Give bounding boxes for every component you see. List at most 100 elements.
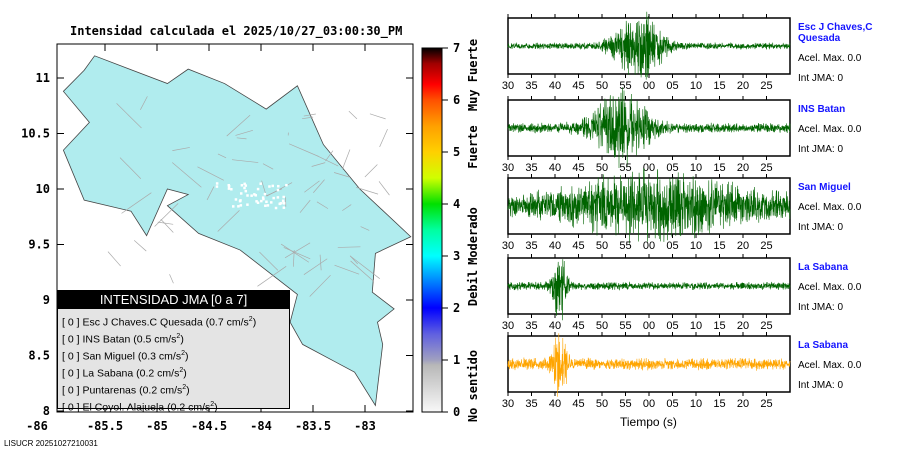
lat-tick-label: 8 [43, 404, 50, 418]
time-tick-label: 45 [572, 320, 584, 332]
time-tick-label: 50 [596, 240, 608, 252]
lat-tick-label: 11 [36, 71, 50, 85]
seismogram-panel: 30 35 40 45 50 55 00 05 10 15 20 25 [502, 254, 791, 332]
seismogram-panel: 30 35 40 45 50 55 00 05 10 15 20 25 [502, 332, 791, 410]
legend-header: INTENSIDAD JMA [0 a 7] [58, 291, 289, 309]
jma-intensity: Int JMA: 0 [798, 380, 844, 391]
lon-tick-label: -86 [26, 419, 48, 433]
time-tick-label: 55 [619, 80, 631, 92]
waveform-trace [507, 11, 791, 80]
lat-tick-label: 9 [43, 293, 50, 307]
legend-intensity: [ 0 ] [62, 401, 80, 414]
time-tick-label: 30 [502, 320, 514, 332]
legend-sup: 2 [181, 350, 185, 357]
legend-item: [ 0 ] San Miguel (0.3 cm/s2) [62, 350, 189, 363]
max-accel: Acel. Max. 0.0 [798, 124, 862, 135]
intensity-legend: INTENSIDAD JMA [0 a 7] [ 0 ] Esc J Chave… [57, 290, 290, 414]
time-tick-label: 15 [713, 80, 725, 92]
intensity-colorbar [421, 47, 443, 413]
lat-tick-label: 9.5 [28, 238, 50, 252]
legend-station: El Coyol. Alajuela [82, 401, 165, 414]
colorbar-tick-label: 6 [453, 93, 460, 107]
time-tick-label: 40 [549, 80, 561, 92]
time-tick-label: 05 [666, 398, 678, 410]
time-tick-label: 10 [690, 240, 702, 252]
time-tick-label: 45 [572, 240, 584, 252]
waveform-trace [507, 333, 791, 397]
time-tick-label: 40 [549, 398, 561, 410]
time-tick-label: 55 [619, 240, 631, 252]
legend-item: [ 0 ] La Sabana (0.2 cm/s2) [62, 367, 187, 380]
time-tick-label: 05 [666, 320, 678, 332]
costa-rica-land [62, 55, 412, 407]
legend-station: Esc J Chaves.C Quesada [82, 316, 203, 329]
max-accel: Acel. Max. 0.0 [798, 282, 862, 293]
legend-accel: (0.2 cm/s [167, 401, 211, 414]
time-tick-label: 05 [666, 162, 678, 174]
colorbar-category-label: Muy Fuerte [466, 39, 480, 111]
waveform-trace [507, 168, 791, 244]
lat-tick-label: 8.5 [28, 349, 50, 363]
time-tick-label: 35 [525, 162, 537, 174]
seismogram-panel: 30 35 40 45 50 55 00 05 10 15 20 25 [502, 168, 791, 252]
time-tick-label: 20 [737, 162, 749, 174]
colorbar-tick-label: 7 [453, 41, 460, 55]
time-tick-label: 20 [737, 398, 749, 410]
time-tick-label: 35 [525, 80, 537, 92]
time-tick-label: 10 [690, 80, 702, 92]
legend-intensity: [ 0 ] [62, 350, 80, 363]
legend-intensity: [ 0 ] [62, 333, 80, 346]
time-tick-label: 55 [619, 398, 631, 410]
lon-tick-label: -84.5 [191, 419, 227, 433]
seismogram-panel: 30 35 40 45 50 55 00 05 10 15 20 25 [502, 87, 791, 174]
lat-tick-label: 10 [36, 182, 50, 196]
station-info: Esc J Chaves,C Quesada Acel. Max. 0.0 Int … [798, 22, 910, 84]
legend-item: [ 0 ] Puntarenas (0.2 cm/s2) [62, 384, 190, 397]
jma-intensity: Int JMA: 0 [798, 222, 844, 233]
time-tick-label: 40 [549, 320, 561, 332]
x-axis-label: Tiempo (s) [620, 415, 677, 429]
max-accel: Acel. Max. 0.0 [798, 53, 862, 64]
station-name: Esc J Chaves,C Quesada [798, 22, 873, 44]
lon-tick-label: -84 [250, 419, 272, 433]
station-name: La Sabana [798, 262, 849, 273]
lat-tick-label: 10.5 [21, 127, 50, 141]
time-tick-label: 50 [596, 398, 608, 410]
colorbar-tick-label: 1 [453, 353, 460, 367]
colorbar-tick-label: 3 [453, 249, 460, 263]
time-tick-label: 05 [666, 240, 678, 252]
footer-id: LISUCR 20251027210031 [4, 439, 98, 448]
time-tick-label: 20 [737, 320, 749, 332]
time-tick-label: 10 [690, 398, 702, 410]
lon-tick-label: -83 [354, 419, 376, 433]
time-tick-label: 25 [760, 398, 772, 410]
time-tick-label: 35 [525, 240, 537, 252]
waveform-trace [507, 87, 791, 169]
time-tick-label: 25 [760, 162, 772, 174]
time-tick-label: 10 [690, 162, 702, 174]
time-tick-label: 55 [619, 320, 631, 332]
legend-accel: (0.5 cm/s [133, 333, 177, 346]
colorbar-category-label: Fuerte [466, 125, 480, 168]
colorbar-tick-label: 4 [453, 197, 460, 211]
time-tick-label: 00 [643, 398, 655, 410]
time-tick-label: 25 [760, 80, 772, 92]
time-tick-label: 30 [502, 80, 514, 92]
jma-intensity: Int JMA: 0 [798, 73, 844, 84]
legend-intensity: [ 0 ] [62, 367, 80, 380]
time-tick-label: 05 [666, 80, 678, 92]
legend-item: [ 0 ] INS Batan (0.5 cm/s2) [62, 333, 184, 346]
jma-intensity: Int JMA: 0 [798, 144, 844, 155]
lon-tick-label: -83.5 [295, 419, 331, 433]
legend-intensity: [ 0 ] [62, 316, 80, 329]
max-accel: Acel. Max. 0.0 [798, 202, 862, 213]
time-tick-label: 35 [525, 320, 537, 332]
legend-intensity: [ 0 ] [62, 384, 80, 397]
time-tick-label: 15 [713, 240, 725, 252]
station-info: INS Batan Acel. Max. 0.0 Int JMA: 0 [798, 104, 861, 155]
legend-item: [ 0 ] El Coyol. Alajuela (0.2 cm/s2) [62, 401, 218, 414]
time-tick-label: 40 [549, 162, 561, 174]
time-tick-label: 00 [643, 240, 655, 252]
colorbar-category-label: Debil [466, 270, 480, 306]
road-network [107, 96, 390, 297]
